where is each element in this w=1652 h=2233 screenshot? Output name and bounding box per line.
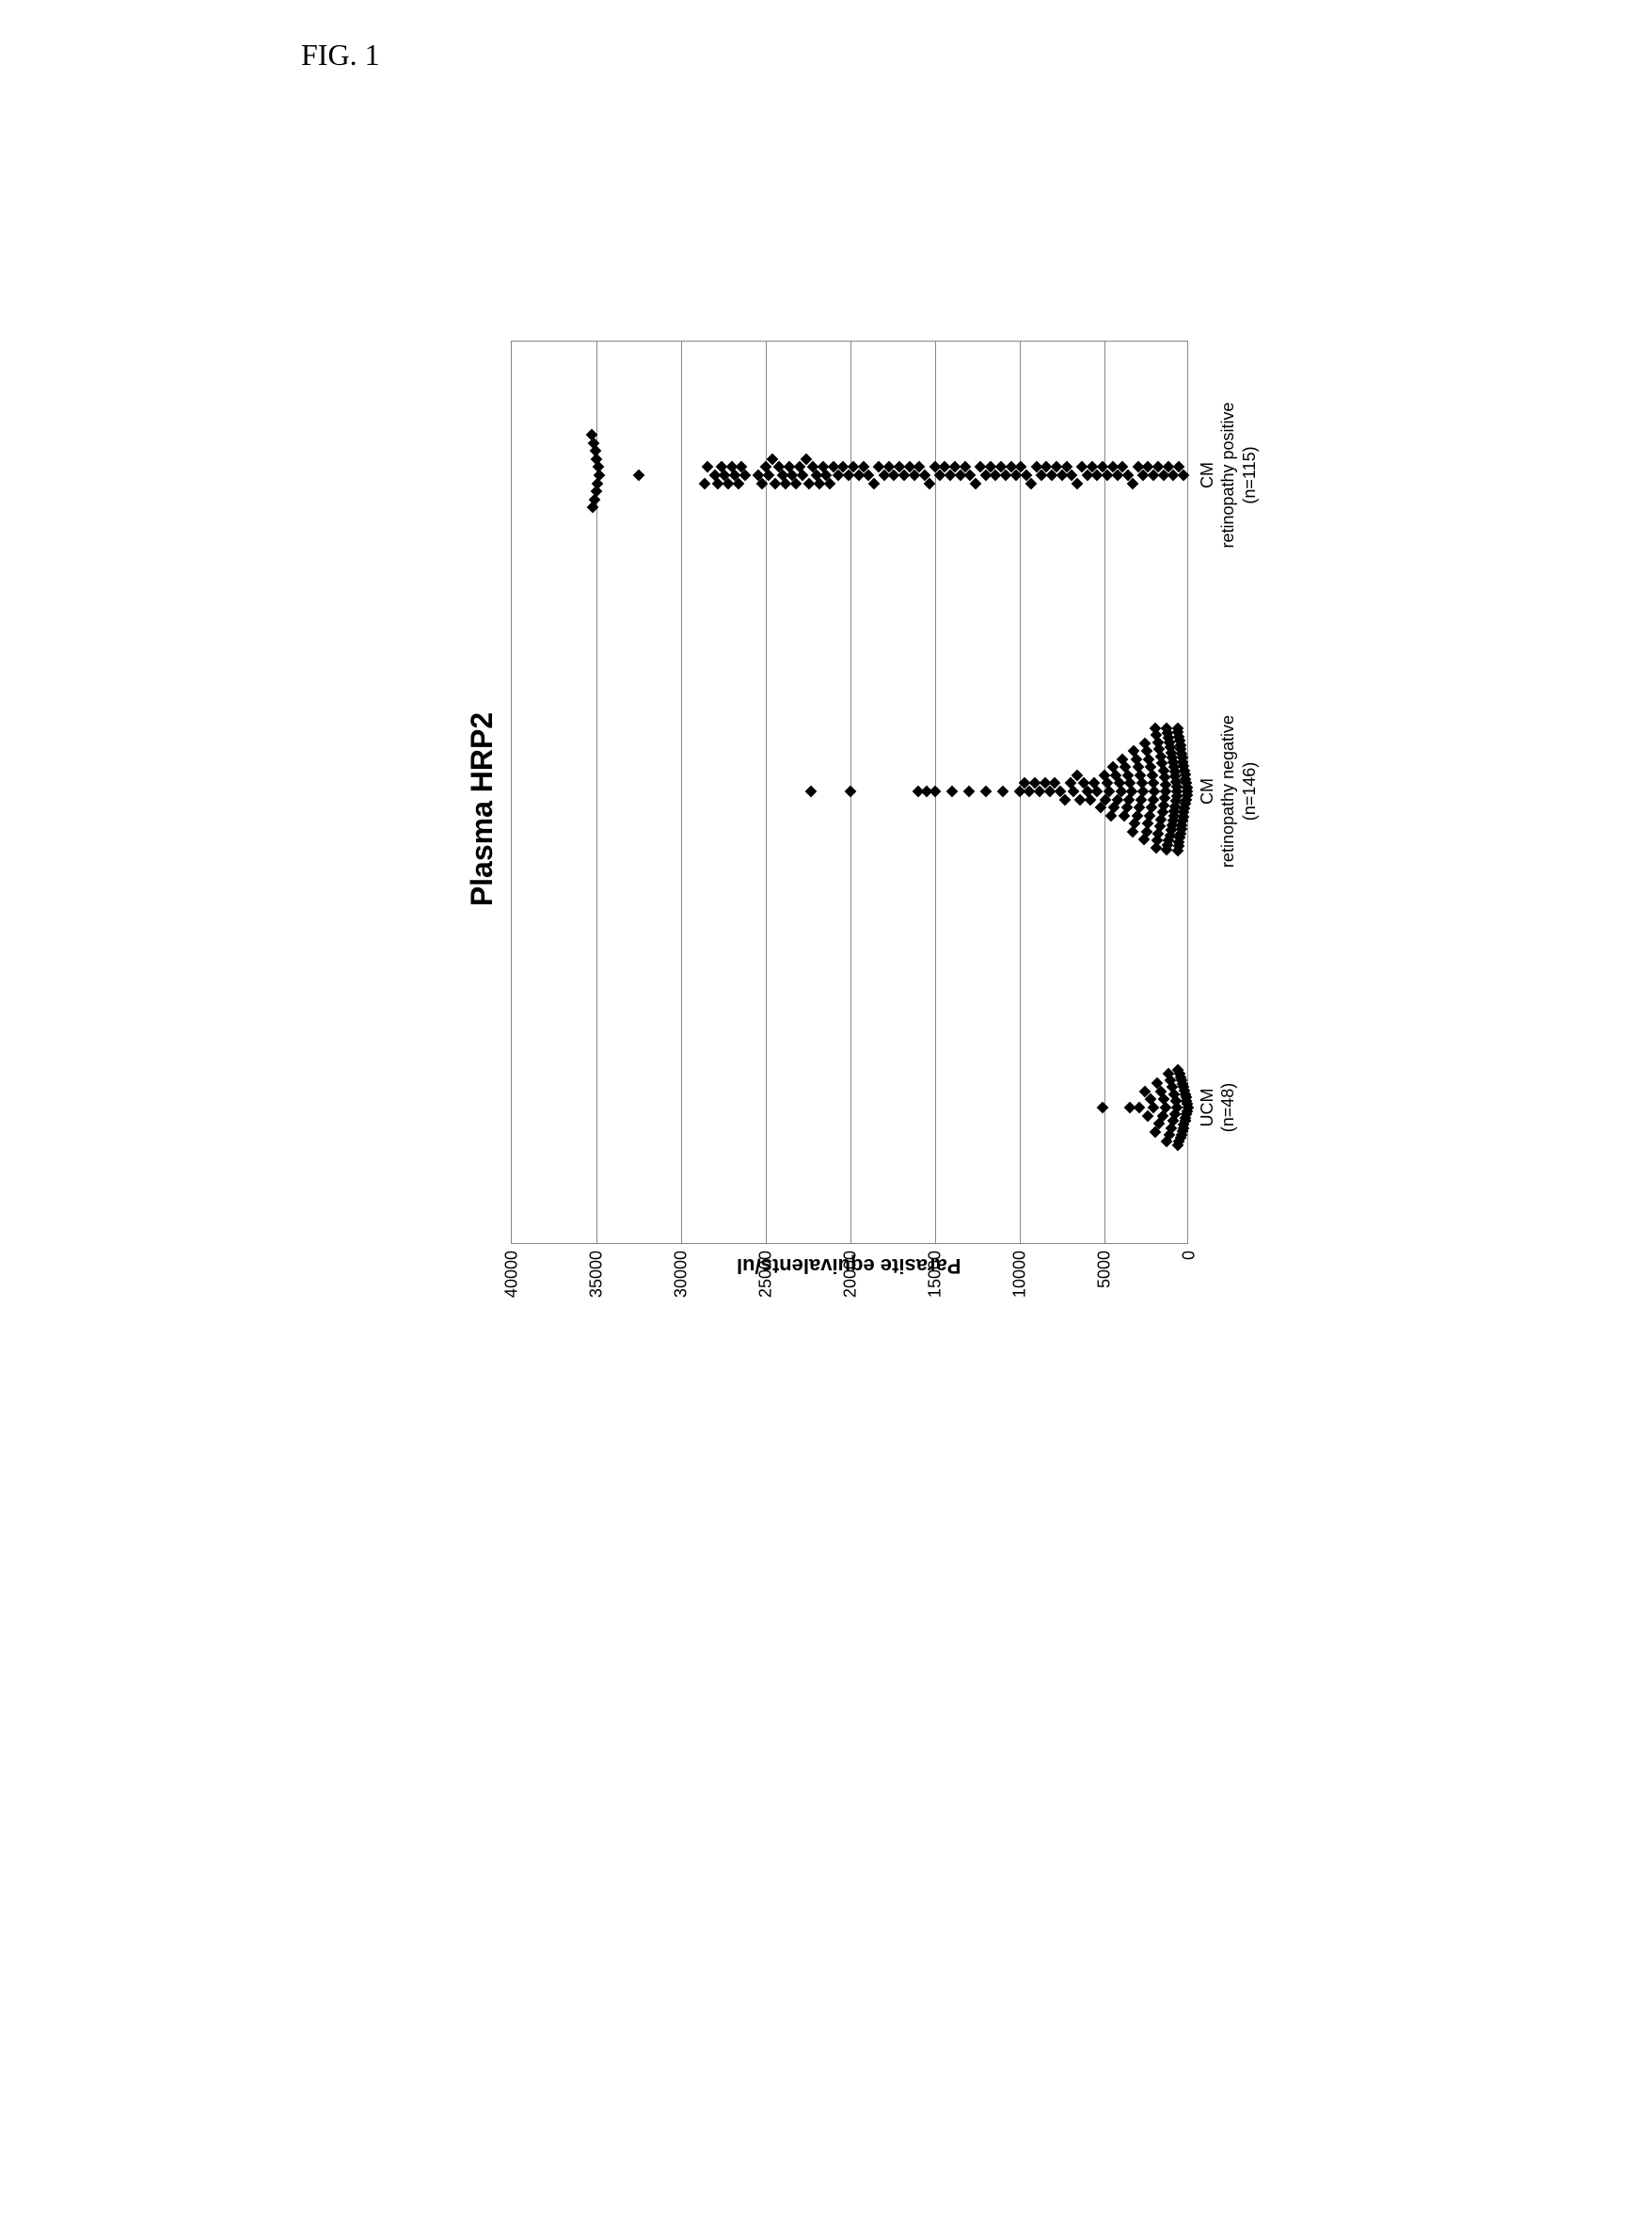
data-point: [1096, 1102, 1108, 1114]
y-tick-label: 20000: [840, 1243, 860, 1298]
data-point: [632, 470, 644, 482]
y-tick-label: 25000: [755, 1243, 775, 1298]
data-point: [844, 786, 856, 798]
gridline: [681, 342, 682, 1243]
data-point: [698, 477, 710, 489]
y-tick-label: 35000: [586, 1243, 606, 1298]
data-point: [912, 786, 924, 798]
y-tick-label: 40000: [501, 1243, 521, 1298]
y-tick-label: 30000: [671, 1243, 691, 1298]
data-point: [996, 786, 1009, 798]
x-tick-label: CMretinopathy negative(n=146): [1187, 715, 1261, 868]
y-tick-label: 5000: [1094, 1243, 1114, 1288]
plot-area: 0500010000150002000025000300003500040000…: [511, 341, 1188, 1244]
data-point: [945, 786, 958, 798]
data-point: [805, 786, 818, 798]
data-point: [979, 786, 992, 798]
y-tick-label: 10000: [1009, 1243, 1029, 1298]
figure-label: FIG. 1: [301, 38, 380, 72]
x-tick-label: CMretinopathy positive(n=115): [1187, 402, 1261, 548]
chart-container: Plasma HRP2 Parasite equivalents/ul 0500…: [38, 151, 1614, 1468]
y-tick-label: 15000: [925, 1243, 945, 1298]
data-point: [1127, 825, 1139, 837]
y-tick-label: 0: [1179, 1243, 1199, 1260]
data-point: [1123, 1102, 1136, 1114]
data-point: [962, 786, 975, 798]
chart-title: Plasma HRP2: [465, 712, 500, 906]
x-tick-label: UCM(n=48): [1187, 1083, 1239, 1133]
